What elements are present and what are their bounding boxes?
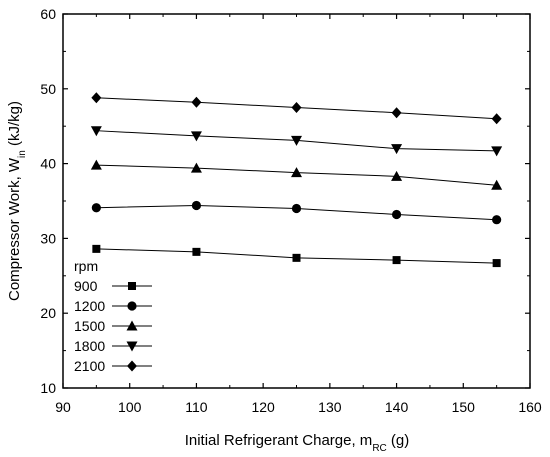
data-point (392, 256, 401, 265)
y-tick-label: 40 (40, 156, 56, 172)
legend-title: rpm (74, 258, 98, 274)
data-point (492, 215, 502, 225)
data-point (91, 203, 101, 213)
x-tick-label: 160 (518, 399, 542, 415)
y-tick-label: 50 (40, 81, 56, 97)
legend-marker (127, 360, 137, 372)
series-layer (90, 92, 503, 268)
data-point (291, 203, 302, 214)
data-point (291, 135, 302, 146)
data-point (190, 162, 202, 173)
data-point (192, 247, 201, 256)
data-point (91, 92, 102, 104)
series-1200 (91, 200, 502, 225)
data-point (491, 113, 502, 125)
legend-label: 900 (74, 278, 98, 294)
x-tick-label: 130 (318, 399, 342, 415)
data-point (491, 146, 503, 157)
legend-item-1200: 1200 (74, 298, 152, 314)
legend-label: 1200 (74, 298, 105, 314)
legend-item-1500: 1500 (74, 318, 152, 334)
data-point (391, 170, 403, 181)
legend-item-900: 900 (74, 278, 152, 294)
y-tick-label: 10 (40, 380, 56, 396)
data-point (90, 126, 102, 137)
data-point (491, 179, 503, 190)
x-axis-label: Initial Refrigerant Charge, mRC (g) (185, 432, 410, 454)
x-tick-label: 100 (118, 399, 142, 415)
data-point (291, 102, 302, 113)
data-point (190, 131, 202, 142)
series-900 (92, 244, 501, 268)
legend-item-2100: 2100 (74, 358, 152, 374)
data-point (92, 244, 101, 253)
data-point (391, 107, 402, 119)
data-point (391, 144, 403, 155)
data-point (291, 167, 302, 178)
x-tick-label: 90 (55, 399, 71, 415)
data-point (391, 209, 402, 220)
data-point (191, 200, 202, 211)
legend-marker (127, 301, 137, 311)
y-tick-label: 20 (40, 305, 56, 321)
y-tick-label: 30 (40, 230, 56, 246)
series-1500 (90, 159, 503, 190)
data-point (90, 159, 102, 170)
y-tick-label: 60 (40, 6, 56, 22)
legend-marker (126, 341, 138, 352)
legend: rpm 900 1200 1500 1800 2100 (74, 258, 152, 374)
series-2100 (91, 92, 502, 125)
legend-label: 1500 (74, 318, 105, 334)
data-point (492, 259, 501, 268)
plot-frame (62, 13, 531, 389)
legend-marker (126, 320, 138, 331)
data-point (191, 96, 202, 108)
axis-ticks: 90 100 110 120 130 140 150 160 10 20 30 40 50 60 (40, 6, 541, 415)
data-point (292, 253, 301, 262)
x-tick-label: 120 (251, 399, 275, 415)
legend-marker (128, 282, 136, 290)
series-1800 (90, 126, 503, 157)
x-tick-label: 140 (385, 399, 409, 415)
x-tick-label: 150 (452, 399, 476, 415)
legend-item-1800: 1800 (74, 338, 152, 354)
legend-label: 2100 (74, 358, 105, 374)
x-tick-label: 110 (185, 399, 208, 415)
y-axis-label: Compressor Work, Win (kJ/kg) (6, 101, 28, 301)
legend-label: 1800 (74, 338, 105, 354)
